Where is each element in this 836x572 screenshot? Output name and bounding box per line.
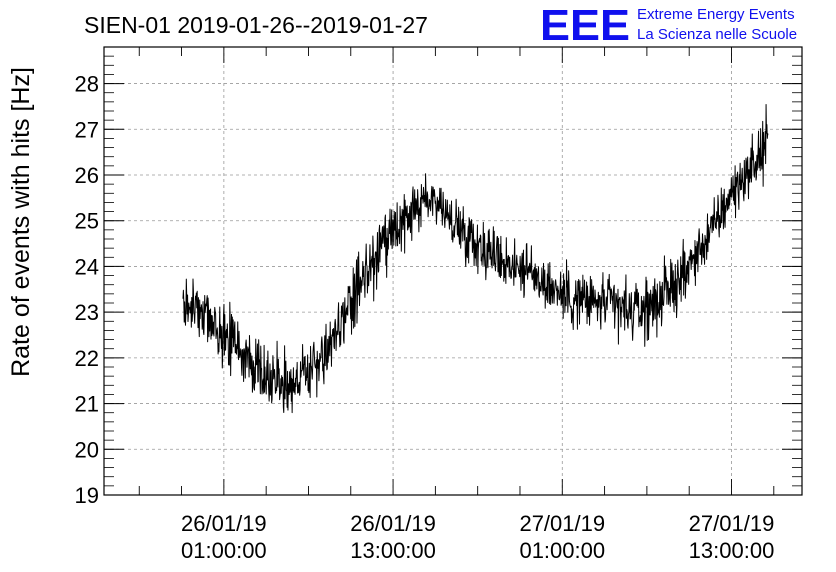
y-tick-label: 26 [75,163,99,188]
y-tick-label: 28 [75,72,99,97]
y-tick-label: 19 [75,483,99,508]
x-tick-time: 01:00:00 [519,538,605,563]
logo-line2: La Scienza nelle Scuole [637,26,797,43]
x-tick-labels: 26/01/1901:00:0026/01/1913:00:0027/01/19… [181,511,774,563]
logo-line1: Extreme Energy Events [637,6,795,23]
x-tick-date: 26/01/19 [350,511,436,536]
x-tick-time: 13:00:00 [689,538,775,563]
y-tick-label: 25 [75,209,99,234]
axis-ticks [104,46,802,496]
logo-letters: EEE [540,1,630,50]
x-tick-date: 27/01/19 [689,511,775,536]
y-tick-labels: 19 20 21 22 23 24 25 26 27 28 [75,72,99,508]
y-tick-label: 24 [75,254,99,279]
x-tick-time: 13:00:00 [350,538,436,563]
chart-title: SIEN-01 2019-01-26--2019-01-27 [84,12,428,38]
y-tick-label: 21 [75,392,99,417]
y-tick-label: 20 [75,437,99,462]
series-layer [182,104,769,414]
eee-logo: EEE Extreme Energy Events La Scienza nel… [540,1,797,50]
x-tick-time: 01:00:00 [181,538,267,563]
y-tick-label: 23 [75,300,99,325]
plot-frame [103,46,803,496]
grid [104,47,802,496]
y-tick-label: 22 [75,346,99,371]
y-tick-label: 27 [75,117,99,142]
y-axis-label: Rate of events with hits [Hz] [7,67,35,377]
x-tick-date: 26/01/19 [181,511,267,536]
x-tick-date: 27/01/19 [519,511,605,536]
series-line-0 [182,104,769,414]
